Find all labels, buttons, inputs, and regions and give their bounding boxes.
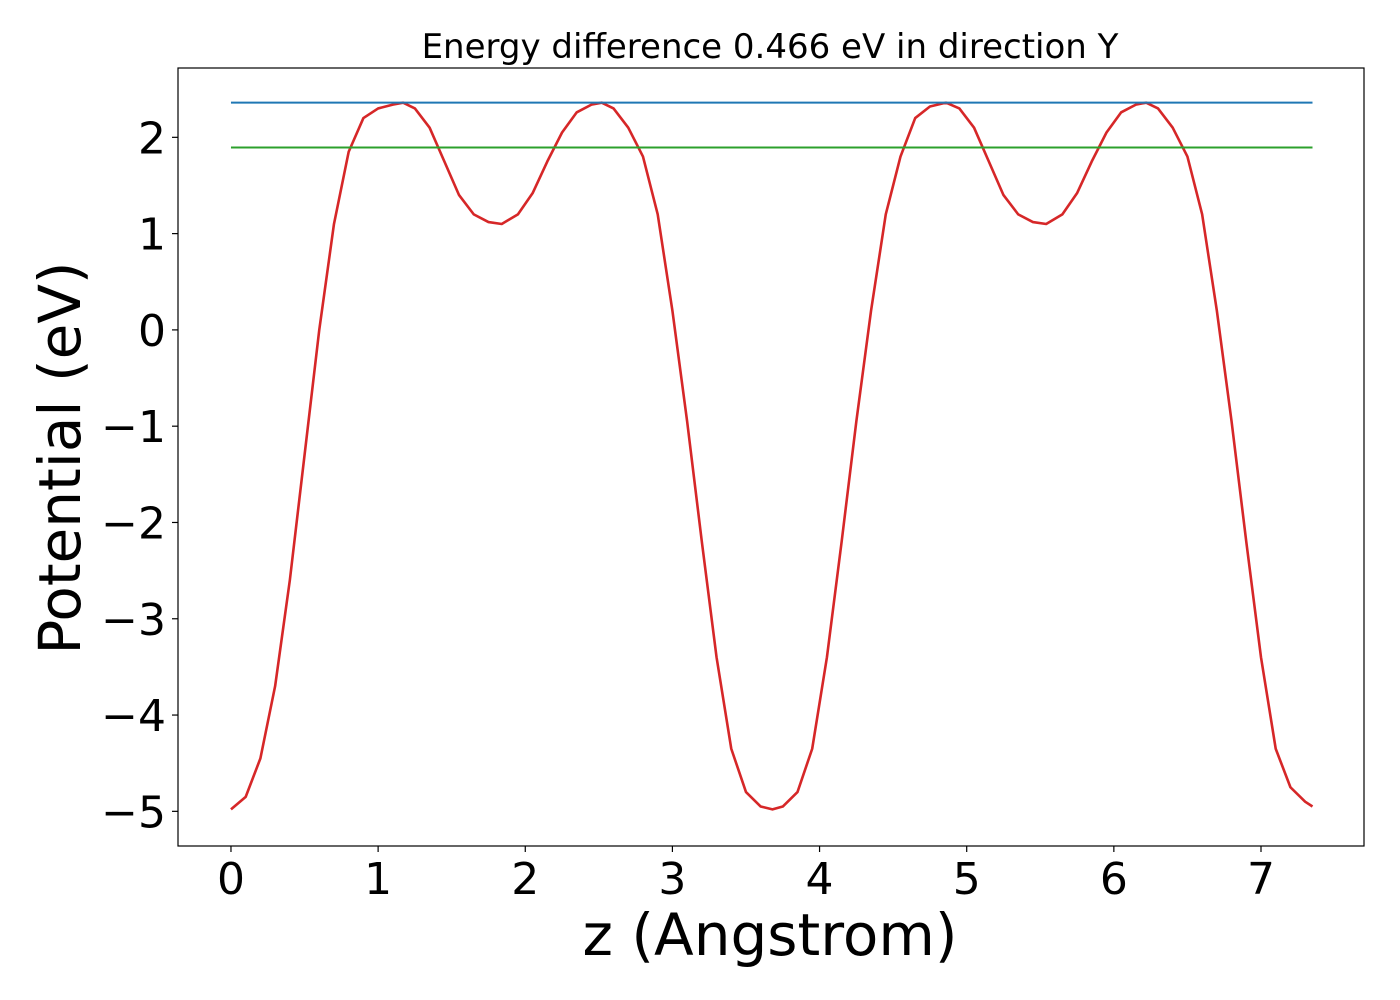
chart-title: Energy difference 0.466 eV in direction …: [422, 27, 1119, 67]
y-tick-label: 1: [138, 210, 166, 261]
y-axis-label: Potential (eV): [26, 261, 94, 654]
series-layer: [230, 101, 1314, 811]
y-tick-label: −5: [101, 787, 166, 838]
potential-curve: [230, 101, 1314, 811]
y-tick-label: −3: [101, 595, 166, 646]
x-tick-label: 3: [658, 854, 686, 905]
x-tick-label: 4: [806, 854, 834, 905]
y-tick-label: −4: [101, 691, 166, 742]
y-tick-label: 0: [138, 306, 166, 357]
x-tick-label: 6: [1100, 854, 1128, 905]
y-tick-label: −2: [101, 498, 166, 549]
plot-frame: [177, 67, 1365, 847]
x-tick-label: 5: [953, 854, 981, 905]
x-tick-label: 1: [364, 854, 392, 905]
x-tick-label: 2: [511, 854, 539, 905]
y-tick-label: −1: [101, 402, 166, 453]
x-axis-ticks: 0 1 2 3 4 5 6 7: [217, 846, 1275, 905]
x-axis-label: z (Angstrom): [583, 901, 958, 969]
x-tick-label: 0: [217, 854, 245, 905]
y-tick-label: 2: [138, 113, 166, 164]
y-axis-ticks: 2 1 0 −1 −2 −3 −4 −5: [101, 113, 178, 838]
x-tick-label: 7: [1247, 854, 1275, 905]
